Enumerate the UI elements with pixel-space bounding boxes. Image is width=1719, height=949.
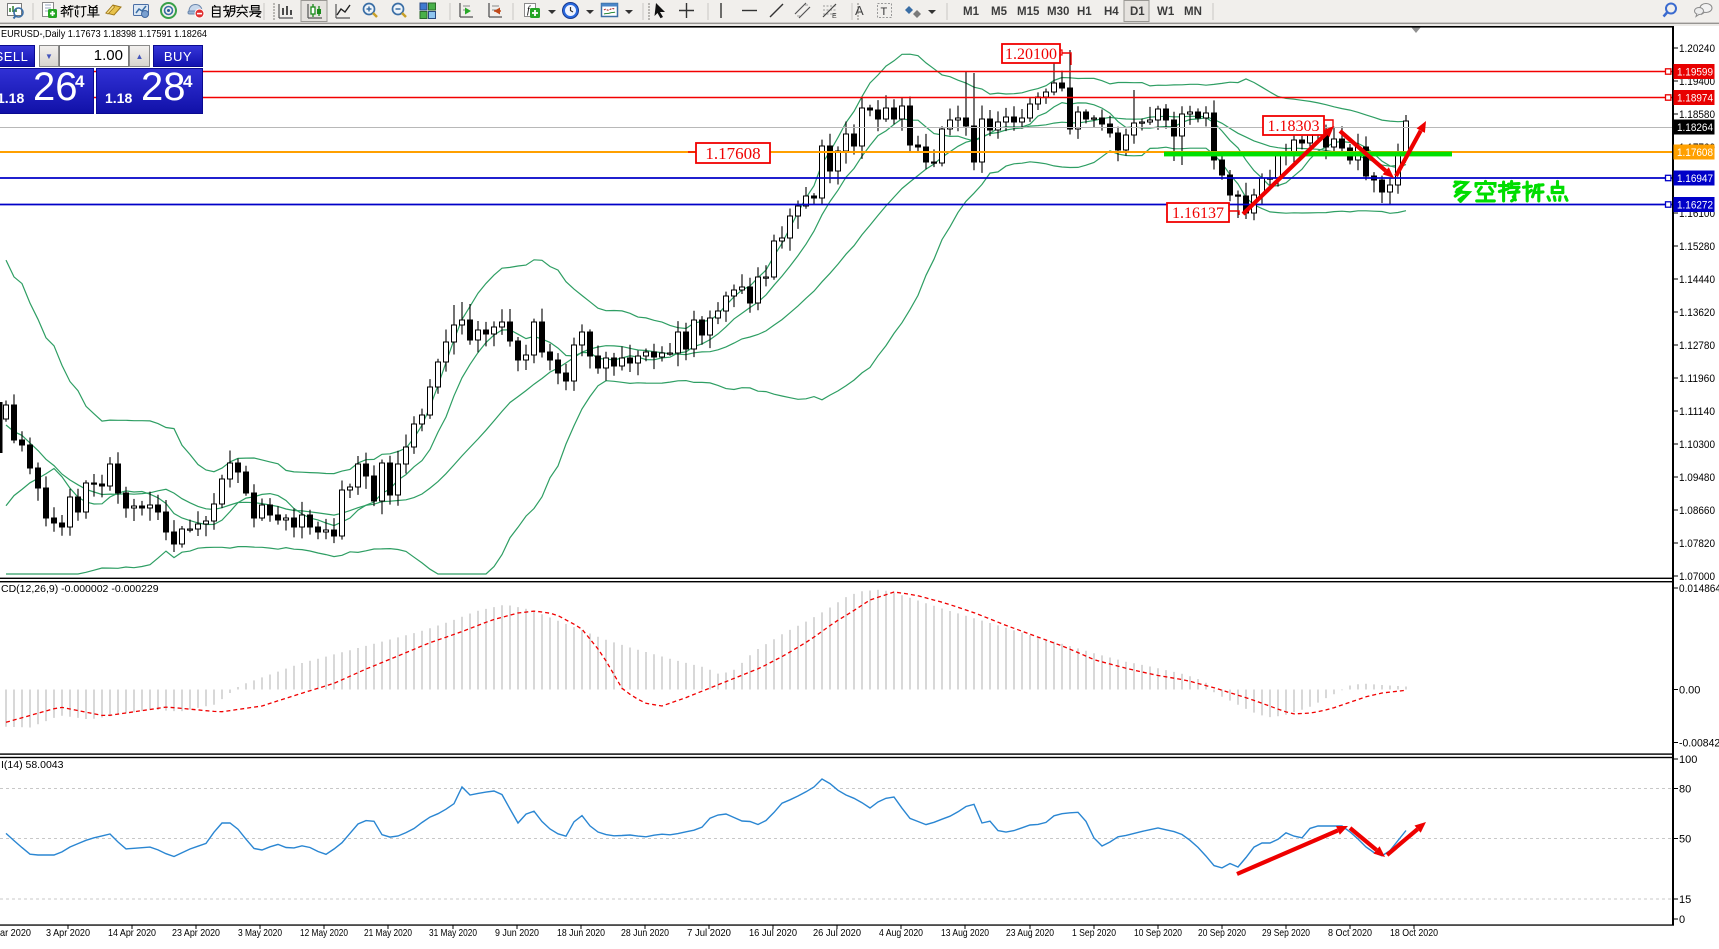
svg-text:26 Jul 2020: 26 Jul 2020	[813, 927, 861, 939]
svg-text:100: 100	[1679, 754, 1697, 766]
svg-text:1.14440: 1.14440	[1679, 274, 1715, 286]
svg-text:1.11960: 1.11960	[1679, 373, 1715, 385]
svg-text:M5: M5	[991, 6, 1008, 18]
svg-text:1.15280: 1.15280	[1679, 241, 1715, 253]
svg-text:28 Jun 2020: 28 Jun 2020	[621, 927, 669, 939]
svg-text:1.10300: 1.10300	[1679, 439, 1715, 451]
svg-text:31 May 2020: 31 May 2020	[429, 927, 477, 939]
svg-text:W1: W1	[1157, 6, 1175, 18]
svg-text:1.09480: 1.09480	[1679, 472, 1715, 484]
svg-text:13 Aug 2020: 13 Aug 2020	[941, 927, 989, 939]
svg-text:1.07820: 1.07820	[1679, 538, 1715, 550]
svg-text:9 Jun 2020: 9 Jun 2020	[495, 927, 539, 939]
svg-text:1.16137: 1.16137	[1172, 205, 1224, 222]
svg-text:1.07000: 1.07000	[1679, 571, 1715, 583]
svg-text:3 Apr 2020: 3 Apr 2020	[46, 927, 90, 939]
svg-text:1.16947: 1.16947	[1677, 173, 1713, 185]
svg-text:16 Jul 2020: 16 Jul 2020	[749, 927, 797, 939]
svg-text:20 Sep 2020: 20 Sep 2020	[1198, 927, 1246, 939]
svg-text:1.19599: 1.19599	[1677, 67, 1713, 79]
svg-text:M15: M15	[1017, 6, 1040, 18]
svg-text:f: f	[527, 5, 531, 16]
svg-text:1.13620: 1.13620	[1679, 307, 1715, 319]
svg-text:H4: H4	[1104, 6, 1119, 18]
svg-text:H1: H1	[1077, 6, 1092, 18]
svg-text:T: T	[881, 6, 888, 18]
svg-text:0.00: 0.00	[1679, 685, 1700, 697]
svg-text:80: 80	[1679, 784, 1691, 796]
svg-text:21 May 2020: 21 May 2020	[364, 927, 412, 939]
svg-text:EURUSD-,Daily 1.17673 1.18398: EURUSD-,Daily 1.17673 1.18398 1.17591 1.…	[1, 28, 207, 40]
svg-text:10 Sep 2020: 10 Sep 2020	[1134, 927, 1182, 939]
svg-text:1.18974: 1.18974	[1677, 93, 1713, 105]
svg-text:3 May 2020: 3 May 2020	[238, 927, 282, 939]
svg-text:D1: D1	[1130, 6, 1145, 18]
svg-text:M1: M1	[963, 6, 980, 18]
svg-text:0.014864: 0.014864	[1679, 583, 1719, 595]
svg-text:CD(12,26,9) -0.000002 -0.00022: CD(12,26,9) -0.000002 -0.000229	[1, 583, 159, 595]
svg-text:-0.008425: -0.008425	[1679, 738, 1719, 750]
svg-text:15: 15	[1679, 894, 1691, 906]
svg-text:1 Sep 2020: 1 Sep 2020	[1072, 927, 1116, 939]
svg-text:29 Sep 2020: 29 Sep 2020	[1262, 927, 1310, 939]
svg-text:1.12780: 1.12780	[1679, 340, 1715, 352]
svg-text:14 Apr 2020: 14 Apr 2020	[108, 927, 156, 939]
svg-text:1.17608: 1.17608	[705, 144, 760, 163]
svg-text:1.11140: 1.11140	[1679, 406, 1715, 418]
svg-text:A: A	[855, 3, 864, 18]
svg-text:50: 50	[1679, 834, 1691, 846]
svg-text:23 Apr 2020: 23 Apr 2020	[172, 927, 220, 939]
svg-text:18 Oct 2020: 18 Oct 2020	[1390, 927, 1438, 939]
svg-text:M30: M30	[1047, 6, 1069, 18]
svg-text:I(14) 58.0043: I(14) 58.0043	[1, 759, 64, 771]
svg-text:1.17608: 1.17608	[1677, 147, 1713, 159]
svg-text:1.20240: 1.20240	[1679, 43, 1715, 55]
svg-text:1.20100: 1.20100	[1005, 46, 1057, 63]
svg-text:1.08660: 1.08660	[1679, 505, 1715, 517]
svg-text:MN: MN	[1184, 6, 1202, 18]
svg-text:1.16272: 1.16272	[1677, 200, 1713, 212]
svg-text:E: E	[832, 13, 837, 20]
svg-text:7 Jul 2020: 7 Jul 2020	[687, 927, 731, 939]
svg-text:23 Aug 2020: 23 Aug 2020	[1006, 927, 1054, 939]
svg-text:1.18580: 1.18580	[1679, 109, 1715, 121]
svg-text:12 May 2020: 12 May 2020	[300, 927, 348, 939]
svg-text:1.18303: 1.18303	[1268, 118, 1320, 135]
svg-text:0: 0	[1679, 914, 1685, 926]
svg-text:18 Jun 2020: 18 Jun 2020	[557, 927, 605, 939]
svg-text:4 Aug 2020: 4 Aug 2020	[879, 927, 923, 939]
svg-text:1.18264: 1.18264	[1677, 122, 1713, 134]
svg-text:8 Oct 2020: 8 Oct 2020	[1328, 927, 1372, 939]
svg-text:ar 2020: ar 2020	[0, 927, 31, 939]
